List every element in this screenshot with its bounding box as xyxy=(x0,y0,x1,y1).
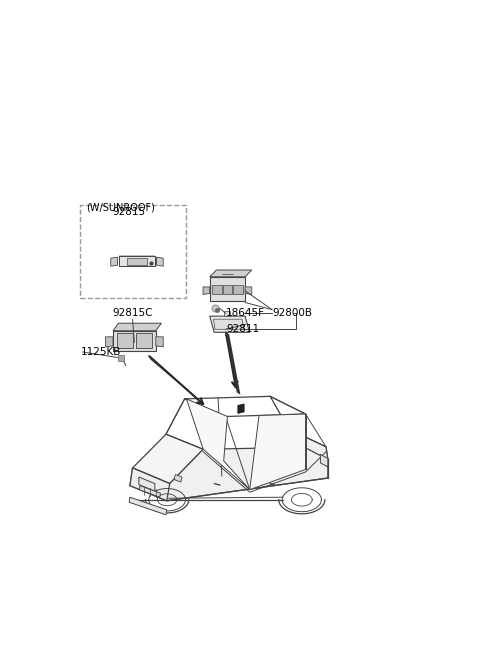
Polygon shape xyxy=(120,256,155,266)
Polygon shape xyxy=(212,286,222,295)
Polygon shape xyxy=(120,256,157,264)
Polygon shape xyxy=(174,474,182,482)
Polygon shape xyxy=(186,399,250,490)
Polygon shape xyxy=(321,455,328,467)
Polygon shape xyxy=(127,257,147,265)
Polygon shape xyxy=(245,287,252,295)
Polygon shape xyxy=(203,287,210,295)
Polygon shape xyxy=(223,286,232,295)
Polygon shape xyxy=(210,316,250,332)
Polygon shape xyxy=(106,337,113,347)
Polygon shape xyxy=(210,270,252,277)
Polygon shape xyxy=(250,414,305,490)
Polygon shape xyxy=(130,468,170,500)
Polygon shape xyxy=(117,333,133,348)
Polygon shape xyxy=(226,331,240,395)
Polygon shape xyxy=(139,485,160,497)
Polygon shape xyxy=(289,429,328,459)
Polygon shape xyxy=(113,331,156,351)
Polygon shape xyxy=(225,311,230,316)
Polygon shape xyxy=(135,333,152,348)
Text: 92800B: 92800B xyxy=(273,308,313,318)
Polygon shape xyxy=(156,257,163,266)
Text: 92815C: 92815C xyxy=(112,308,153,318)
Polygon shape xyxy=(130,447,328,500)
Polygon shape xyxy=(129,497,167,515)
Polygon shape xyxy=(156,337,163,347)
Text: (W/SUNROOF): (W/SUNROOF) xyxy=(86,202,155,212)
Polygon shape xyxy=(214,319,244,329)
Polygon shape xyxy=(111,257,118,266)
Text: 92811: 92811 xyxy=(226,324,259,334)
Text: 92815: 92815 xyxy=(112,207,145,217)
Polygon shape xyxy=(210,277,245,301)
Polygon shape xyxy=(132,434,203,483)
Polygon shape xyxy=(233,286,243,295)
Bar xyxy=(81,204,186,298)
Text: 18645F: 18645F xyxy=(226,308,265,318)
Polygon shape xyxy=(113,323,161,331)
Polygon shape xyxy=(238,404,244,413)
Polygon shape xyxy=(147,354,210,410)
Polygon shape xyxy=(139,477,155,491)
Text: 1125KB: 1125KB xyxy=(81,347,121,357)
